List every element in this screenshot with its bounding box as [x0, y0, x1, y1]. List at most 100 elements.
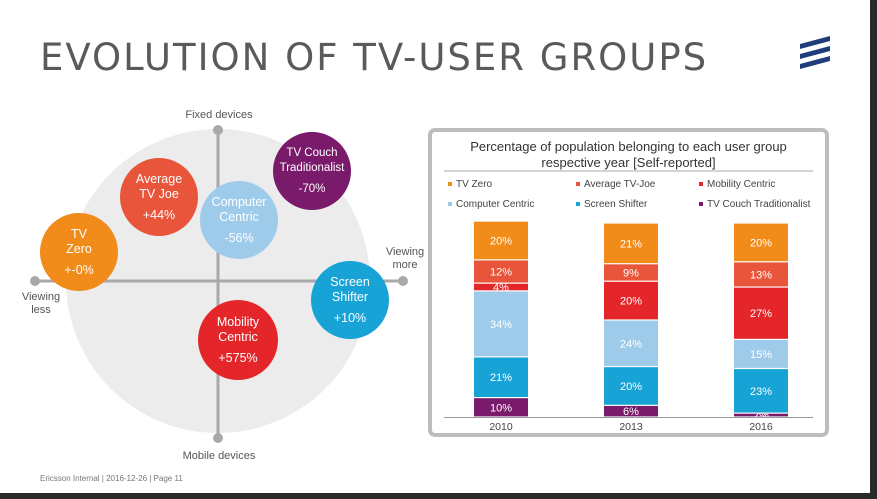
bubble-value: +44% — [142, 207, 176, 222]
bar-segment — [734, 413, 788, 417]
bubble-label-line-2: Centric — [219, 209, 259, 224]
bar-segment — [604, 281, 658, 320]
bar-segment — [604, 367, 658, 405]
axis-end-bottom — [213, 433, 223, 443]
bubble-value: +575% — [218, 350, 258, 365]
bar-segment — [734, 223, 788, 262]
bar-data-label: 20% — [490, 235, 512, 247]
bubble-value: -56% — [224, 230, 254, 245]
bar-data-label: 23% — [750, 386, 772, 398]
bubble-value: +-0% — [64, 262, 94, 277]
bar-data-label: 2% — [753, 410, 769, 422]
legend-swatch — [448, 182, 452, 186]
bar-segment — [474, 221, 528, 260]
bar-data-label: 10% — [490, 402, 512, 414]
axis-end-top — [213, 125, 223, 135]
bubble-label-line-1: TV Couch — [286, 146, 338, 159]
axis-label-fixed-devices: Fixed devices — [185, 109, 253, 121]
legend-swatch — [699, 182, 703, 186]
slide-title: EVOLUTION OF TV-USER GROUPS — [40, 36, 709, 79]
bar-segment — [604, 405, 658, 417]
legend-entry: Mobility Centric — [699, 179, 775, 190]
bubble-label-line-2: Zero — [66, 241, 92, 256]
slide-footer: Ericsson Internal | 2016-12-26 | Page 11 — [40, 474, 183, 483]
bar-segment — [474, 357, 528, 397]
viewing-less-line-1: Viewing — [21, 291, 61, 303]
legend-entry: TV Zero — [448, 179, 493, 190]
legend-entry: Computer Centric — [448, 199, 534, 210]
bubble-label-line-2: Centric — [218, 329, 258, 344]
legend-label: Screen Shifter — [584, 199, 648, 210]
bubble-label-line-2: Shifter — [331, 289, 369, 304]
bubble-label-line-1: Average — [135, 171, 183, 186]
bar-segment — [474, 260, 528, 283]
viewing-more-line-1: Viewing — [385, 246, 425, 258]
bar-segment — [604, 264, 658, 281]
bubble-tv-couch-traditionalist: TV Couch Traditionalist -70% — [273, 132, 351, 210]
bar-stack-2016: 2% 23% 15% 27% 13% 20% — [734, 223, 788, 422]
axis-end-left — [30, 276, 40, 286]
bar-segment — [474, 291, 528, 357]
legend-label: TV Couch Traditionalist — [707, 199, 811, 210]
bubble-mobility-centric: Mobility Centric +575% — [198, 300, 278, 380]
legend-swatch — [699, 202, 703, 206]
bubble-label-line-2: Traditionalist — [279, 161, 345, 174]
window-frame-right — [870, 0, 877, 499]
window-frame-bottom — [0, 493, 877, 499]
bar-segment — [734, 287, 788, 339]
axis-end-right — [398, 276, 408, 286]
bar-data-label: 20% — [620, 296, 642, 308]
bubble-screen-shifter: Screen Shifter +10% — [311, 261, 389, 339]
bar-data-label: 15% — [750, 349, 772, 361]
legend-label: Computer Centric — [456, 199, 534, 210]
bar-data-label: 21% — [620, 238, 642, 250]
x-tick-label: 2010 — [489, 421, 513, 433]
bubble-value: +10% — [333, 310, 367, 325]
legend-label: Average TV-Joe — [584, 179, 656, 190]
legend-entry: Average TV-Joe — [576, 179, 656, 190]
bar-segment — [604, 320, 658, 366]
viewing-less-line-2: less — [31, 304, 51, 316]
bar-stack-2010: 10% 21% 34% 4% 12% 20% — [474, 221, 528, 417]
axis-label-viewing-less: Viewing less — [16, 291, 66, 317]
bar-segment — [604, 223, 658, 264]
bubble-computer-centric: Computer Centric -56% — [200, 181, 278, 259]
logo-bar-1 — [800, 36, 830, 49]
legend-swatch — [576, 202, 580, 206]
x-tick-label: 2016 — [749, 421, 773, 433]
bar-segment — [734, 262, 788, 287]
bubble-label-line-1: Computer — [211, 194, 267, 209]
bar-data-label: 24% — [620, 338, 642, 350]
bar-data-label: 4% — [493, 282, 509, 294]
viewing-more-line-2: more — [392, 259, 418, 271]
user-group-diagram: Fixed devices Mobile devices Viewing les… — [0, 0, 430, 470]
stacked-bar-chart: Percentage of population belonging to ea… — [444, 139, 813, 433]
bubble-value: -70% — [298, 182, 326, 195]
stacked-bar-chart-panel: Percentage of population belonging to ea… — [428, 128, 829, 437]
bar-data-label: 21% — [490, 372, 512, 384]
legend-label: Mobility Centric — [707, 179, 775, 190]
x-tick-label: 2013 — [619, 421, 643, 433]
axis-label-mobile-devices: Mobile devices — [182, 450, 256, 462]
logo-bar-3 — [800, 56, 830, 69]
bubble-average-tv-joe: Average TV Joe +44% — [120, 158, 198, 236]
bubble-label-line-1: TV — [71, 226, 87, 241]
legend-swatch — [448, 202, 452, 206]
legend-entry: Screen Shifter — [576, 199, 648, 210]
bar-segment — [474, 283, 528, 291]
axis-label-viewing-more: Viewing more — [380, 246, 430, 272]
legend-swatch — [576, 182, 580, 186]
bar-data-label: 12% — [490, 267, 512, 279]
bar-data-label: 20% — [620, 381, 642, 393]
bubble-label-line-1: Mobility — [216, 314, 260, 329]
bar-data-label: 27% — [750, 308, 772, 320]
legend-label: TV Zero — [456, 179, 493, 190]
logo-bar-2 — [800, 46, 830, 59]
chart-title-line-1: Percentage of population belonging to ea… — [470, 139, 787, 154]
bar-segment — [474, 398, 528, 417]
bar-segment — [734, 340, 788, 368]
bar-stack-2013: 6% 20% 24% 20% 9% 21% — [604, 223, 658, 418]
bar-data-label: 13% — [750, 269, 772, 281]
bar-data-label: 34% — [490, 319, 512, 331]
